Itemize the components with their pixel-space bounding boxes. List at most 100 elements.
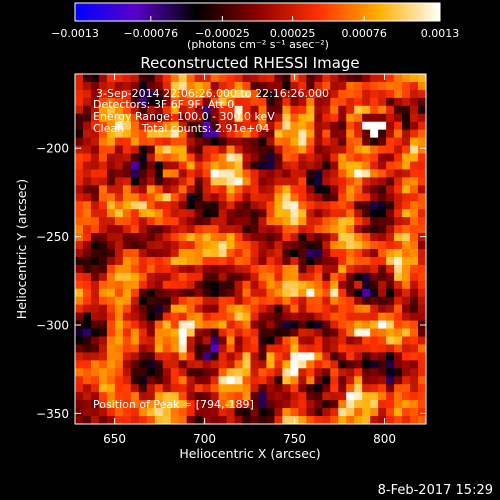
heatmap-cell (186, 352, 196, 361)
heatmap-cell (394, 145, 403, 154)
heatmap-cell (194, 416, 204, 424)
heatmap-cell (130, 233, 140, 242)
heatmap-cell (186, 376, 196, 385)
heatmap-cell (290, 312, 299, 321)
heatmap-cell (402, 256, 411, 266)
heatmap-cell (394, 352, 403, 361)
heatmap-cell (250, 376, 259, 385)
heatmap-cell (282, 145, 291, 154)
heatmap-cell (242, 384, 251, 393)
heatmap-cell (122, 209, 132, 218)
heatmap-cell (178, 408, 188, 417)
heatmap-cell (410, 121, 419, 131)
heatmap-cell (178, 400, 188, 409)
heatmap-cell (138, 177, 148, 186)
heatmap-cell (378, 312, 387, 321)
heatmap-cell (338, 296, 347, 306)
heatmap-cell (370, 74, 379, 83)
heatmap-cell (250, 81, 259, 91)
heatmap-cell (266, 400, 275, 409)
heatmap-cell (210, 233, 219, 242)
heatmap-cell (194, 121, 204, 131)
heatmap-cell (106, 304, 116, 314)
heatmap-cell (338, 320, 347, 329)
heatmap-cell (314, 145, 323, 154)
heatmap-cell (82, 161, 92, 170)
heatmap-cell (322, 249, 331, 258)
heatmap-cell (250, 121, 259, 131)
heatmap-cell (282, 81, 291, 91)
heatmap-cell (122, 256, 132, 266)
heatmap-cell (194, 360, 204, 369)
heatmap-cell (138, 89, 148, 99)
heatmap-cell (90, 336, 100, 345)
heatmap-cell (402, 328, 411, 337)
heatmap-cell (170, 81, 180, 91)
heatmap-cell (82, 256, 92, 266)
heatmap-cell (314, 169, 323, 178)
heatmap-cell (378, 177, 387, 186)
heatmap-cell (178, 89, 188, 99)
heatmap-cell (202, 312, 212, 321)
heatmap-cell (346, 249, 355, 258)
heatmap-cell (338, 352, 347, 361)
heatmap-cell (418, 169, 426, 178)
heatmap-cell (106, 360, 116, 369)
heatmap-cell (122, 264, 132, 274)
heatmap-cell (274, 360, 283, 369)
heatmap-cell (75, 161, 84, 170)
heatmap-cell (314, 209, 323, 218)
heatmap-cell (354, 241, 363, 250)
heatmap-cell (298, 344, 307, 353)
heatmap-cell (346, 272, 355, 282)
heatmap-cell (410, 368, 419, 377)
heatmap-cell (130, 320, 140, 329)
heatmap-cell (362, 241, 371, 250)
heatmap-cell (114, 113, 124, 123)
x-tick-label: 800 (373, 432, 396, 446)
heatmap-cell (242, 161, 251, 170)
heatmap-cell (362, 288, 371, 298)
heatmap-cell (106, 113, 116, 123)
footer-timestamp: 8-Feb-2017 15:29 (378, 483, 493, 498)
heatmap-cell (354, 225, 363, 234)
heatmap-cell (122, 328, 132, 337)
heatmap-cell (106, 185, 116, 194)
heatmap-cell (362, 368, 371, 377)
heatmap-cell (386, 400, 395, 409)
heatmap-cell (154, 74, 164, 83)
heatmap-cell (82, 74, 92, 83)
heatmap-cell (122, 97, 132, 107)
heatmap-cell (194, 312, 204, 321)
heatmap-cell (362, 304, 371, 314)
heatmap-cell (226, 145, 235, 154)
heatmap-cell (346, 264, 355, 274)
heatmap-cell (202, 392, 212, 401)
heatmap-cell (178, 352, 188, 361)
heatmap-cell (274, 296, 283, 306)
heatmap-cell (178, 74, 188, 83)
heatmap-cell (266, 225, 275, 234)
heatmap-cell (314, 392, 323, 401)
heatmap-cell (378, 249, 387, 258)
heatmap-cell (258, 217, 267, 226)
heatmap-cell (162, 233, 172, 242)
heatmap-cell (338, 384, 347, 393)
heatmap-cell (146, 97, 156, 107)
heatmap-cell (98, 129, 108, 139)
heatmap-cell (386, 344, 395, 353)
heatmap-cell (98, 249, 108, 258)
heatmap-cell (114, 304, 124, 314)
heatmap-cell (378, 81, 387, 91)
heatmap-cell (402, 177, 411, 186)
heatmap-cell (218, 153, 227, 162)
heatmap-cell (314, 376, 323, 385)
heatmap-cell (250, 344, 259, 353)
heatmap-cell (418, 416, 426, 424)
heatmap-cell (106, 368, 116, 377)
heatmap-cell (346, 328, 355, 337)
heatmap-cell (98, 225, 108, 234)
heatmap-cell (274, 336, 283, 345)
heatmap-cell (154, 296, 164, 306)
heatmap-cell (242, 113, 251, 123)
